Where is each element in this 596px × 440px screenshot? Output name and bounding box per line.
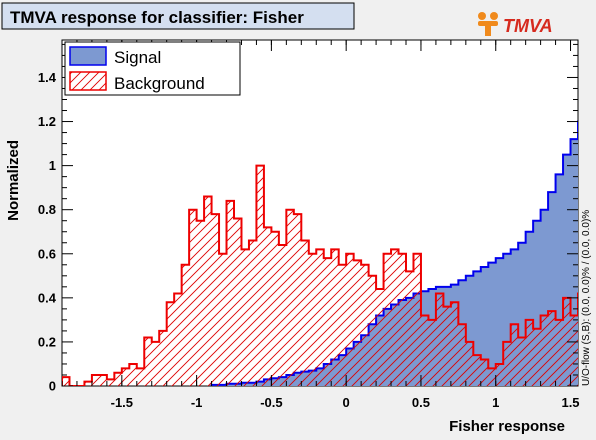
x-tick-label: -0.5 <box>260 395 282 410</box>
y-tick-label: 1 <box>49 158 56 173</box>
background-outline <box>62 164 578 386</box>
y-tick-label: 0.4 <box>38 290 57 305</box>
x-axis-label: Fisher response <box>449 418 565 435</box>
x-tick-label: -1.5 <box>111 395 133 410</box>
y-axis-label: Normalized <box>5 140 22 221</box>
axes: -1.5 -1 -0.5 0 0.5 1 1.5 0 0.2 0.4 0.6 0.8 1 1.2 1.4 <box>38 40 580 410</box>
x-tick-label: 0 <box>343 395 350 410</box>
background-area <box>62 165 578 386</box>
y-tick-label: 0.2 <box>38 334 56 349</box>
tmva-logo: TMVA <box>478 12 553 36</box>
histograms <box>62 120 578 386</box>
logo-text: TMVA <box>503 16 553 36</box>
x-tick-label: 1 <box>492 395 499 410</box>
series-background <box>62 164 578 386</box>
legend-signal-label: Signal <box>114 48 161 67</box>
overflow-note: U/O-flow (S,B): (0.0, 0.0)% / (0.0, 0.0)… <box>581 210 592 386</box>
legend: Signal Background <box>64 41 241 96</box>
y-tick-label: 1.2 <box>38 114 56 129</box>
title-box <box>1 2 355 30</box>
legend-background-swatch <box>69 71 107 91</box>
y-tick-label: 0 <box>49 379 56 394</box>
logo-dots-icon <box>478 12 498 36</box>
x-tick-label: -1 <box>191 395 203 410</box>
x-tick-label: 1.5 <box>561 395 579 410</box>
chart-title: TMVA response for classifier: Fisher <box>10 8 304 27</box>
signal-area <box>211 121 578 386</box>
x-tick-label: 0.5 <box>412 395 430 410</box>
y-tick-label: 0.6 <box>38 246 56 261</box>
legend-background-label: Background <box>114 74 205 93</box>
legend-signal-swatch <box>69 46 107 66</box>
y-tick-label: 0.8 <box>38 202 56 217</box>
y-tick-label: 1.4 <box>38 70 57 85</box>
